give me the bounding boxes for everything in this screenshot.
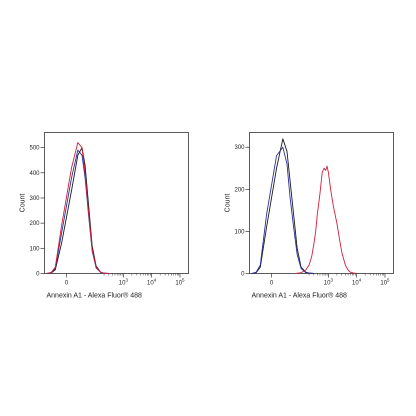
y-tick-label: 100	[29, 246, 40, 252]
x-tick-exponent: 5	[182, 278, 185, 283]
x-tick-exponent: 5	[387, 278, 390, 283]
x-tick-exponent: 4	[154, 278, 157, 283]
x-tick-label: 105	[175, 278, 185, 287]
x-axis-label: Annexin A1 - Alexa Fluor® 488	[252, 292, 348, 300]
x-tick-base: 10	[175, 281, 182, 287]
plot-frame	[249, 132, 394, 274]
x-tick-exponent: 3	[125, 278, 128, 283]
x-tick-base: 10	[324, 281, 331, 287]
y-tick-label: 0	[36, 272, 40, 278]
histogram-series-2	[46, 149, 109, 274]
series-group	[251, 138, 357, 274]
x-tick-label: 104	[147, 278, 157, 287]
histogram-series-1	[251, 138, 314, 274]
x-axis-label: Annexin A1 - Alexa Fluor® 488	[47, 292, 143, 300]
series-group	[46, 142, 109, 274]
x-tick-label: 103	[324, 278, 334, 287]
x-tick-exponent: 4	[359, 278, 362, 283]
plot-frame	[44, 132, 189, 274]
y-tick-label: 300	[234, 145, 245, 151]
x-tick-label: 0	[65, 281, 69, 287]
x-tick-base: 10	[352, 281, 359, 287]
x-tick-label: 0	[270, 281, 274, 287]
x-tick-base: 10	[119, 281, 126, 287]
histogram-series-1	[46, 147, 109, 274]
x-tick-label: 104	[352, 278, 362, 287]
x-tick-base: 10	[147, 281, 154, 287]
y-tick-label: 200	[29, 221, 40, 227]
y-tick-label: 0	[241, 272, 245, 278]
y-tick-label: 100	[234, 229, 245, 235]
y-axis-label: Count	[225, 194, 232, 213]
y-tick-label: 200	[234, 187, 245, 193]
y-tick-label: 500	[29, 146, 40, 152]
x-tick-base: 10	[380, 281, 387, 287]
x-tick-label: 105	[380, 278, 390, 287]
x-tick-base: 0	[270, 281, 274, 287]
histogram-series-3	[46, 142, 109, 274]
y-tick-label: 400	[29, 171, 40, 177]
x-tick-exponent: 3	[330, 278, 333, 283]
x-tick-label: 103	[119, 278, 129, 287]
histogram-series-2	[251, 146, 314, 274]
y-axis-label: Count	[20, 194, 27, 213]
histogram-series-3	[295, 165, 357, 274]
x-tick-base: 0	[65, 281, 69, 287]
y-tick-label: 300	[29, 196, 40, 202]
